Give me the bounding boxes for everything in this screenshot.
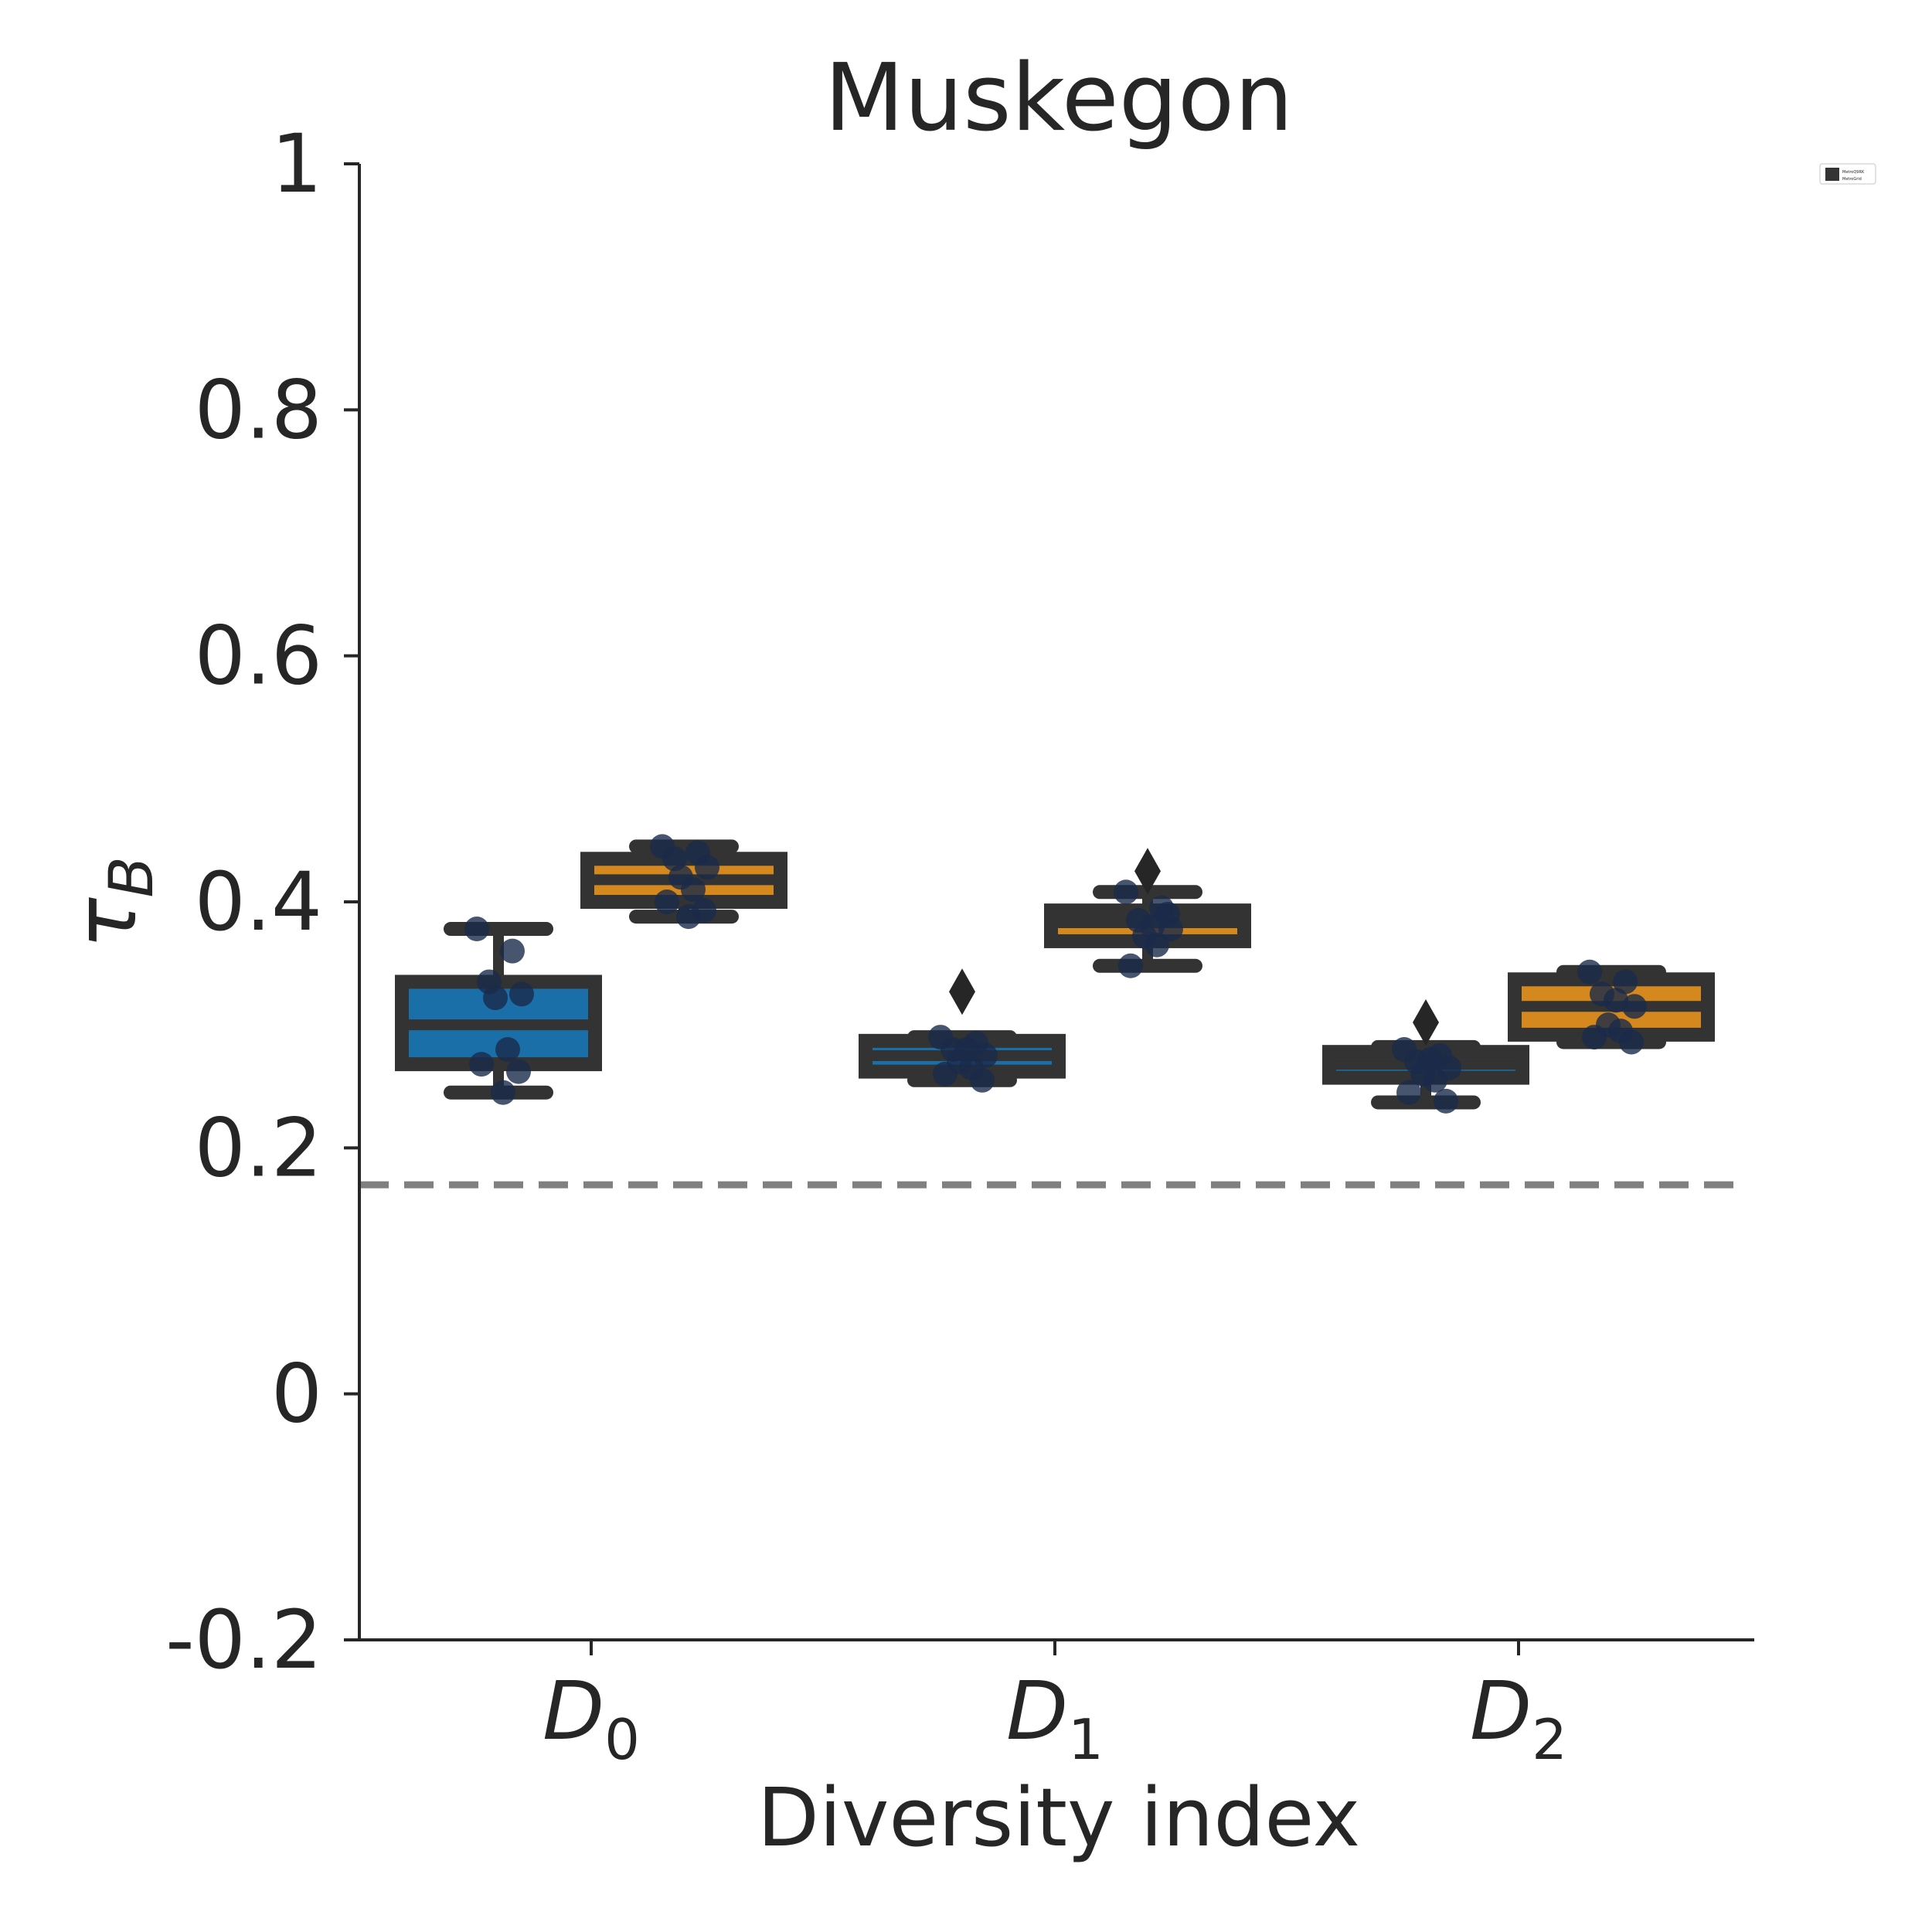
x-tick-label: D1: [1006, 1664, 1104, 1772]
legend: MetroQ9RK MetroGrid: [1819, 163, 1876, 185]
legend-item-1: MetroGrid: [1842, 177, 1862, 182]
data-point: [495, 1037, 520, 1062]
x-axis-label: Diversity index: [757, 1770, 1360, 1865]
legend-swatch: [1825, 168, 1839, 181]
box-group: [1044, 848, 1251, 978]
data-point: [483, 985, 508, 1011]
svg-text:τB: τB: [56, 856, 167, 949]
data-point: [1418, 1046, 1443, 1072]
y-tick-label: 0.2: [195, 1100, 322, 1195]
data-point: [1622, 994, 1647, 1019]
data-point: [1613, 969, 1638, 995]
data-point: [1434, 1088, 1458, 1114]
outlier-marker: [1413, 998, 1439, 1046]
data-point: [506, 1059, 531, 1084]
data-point: [509, 981, 534, 1007]
y-tick-label: 0.6: [195, 609, 322, 703]
axes: -0.2 0 0.2 0.4 0.6 0.8 1 D0 D1 D2: [165, 117, 1754, 1772]
box-group: [395, 917, 602, 1105]
data-point: [970, 1067, 995, 1093]
box-group: [859, 968, 1066, 1093]
y-axis-label-sub: B: [97, 856, 167, 898]
y-axis-label-main: τ: [56, 897, 155, 949]
data-point: [464, 917, 489, 942]
data-point: [1145, 932, 1169, 957]
x-tick-label: D0: [543, 1664, 640, 1772]
y-axis-label: τB: [56, 856, 167, 949]
plot-area: [359, 834, 1745, 1189]
y-tick-label: 1: [271, 117, 322, 211]
data-point: [491, 1080, 515, 1105]
data-point: [1114, 879, 1138, 905]
box-group: [580, 834, 787, 930]
data-point: [676, 904, 701, 930]
data-point: [1118, 953, 1143, 978]
data-point: [1604, 988, 1628, 1013]
outlier-marker: [1134, 848, 1161, 895]
box-group: [1508, 959, 1715, 1055]
data-point: [500, 938, 525, 964]
data-point: [1140, 913, 1165, 939]
data-point: [655, 889, 679, 914]
data-point: [695, 855, 719, 880]
data-point: [1577, 959, 1602, 985]
data-point: [1396, 1080, 1421, 1105]
y-tick-label: 0: [271, 1347, 322, 1441]
data-point: [1423, 1067, 1447, 1093]
box-group: [1322, 998, 1529, 1114]
data-point: [954, 1037, 979, 1062]
data-point: [681, 877, 706, 903]
legend-item-0: MetroQ9RK: [1842, 170, 1865, 175]
data-point: [1582, 1025, 1607, 1050]
data-point: [469, 1052, 494, 1077]
y-tick-label: 0.4: [195, 855, 322, 949]
y-tick-label: -0.2: [165, 1593, 322, 1687]
chart-title: Muskegon: [825, 45, 1294, 152]
outlier-marker: [949, 968, 975, 1015]
data-point: [933, 1061, 957, 1087]
y-tick-label: 0.8: [195, 362, 322, 457]
x-tick-label: D2: [1470, 1664, 1567, 1772]
data-point: [1619, 1029, 1644, 1055]
